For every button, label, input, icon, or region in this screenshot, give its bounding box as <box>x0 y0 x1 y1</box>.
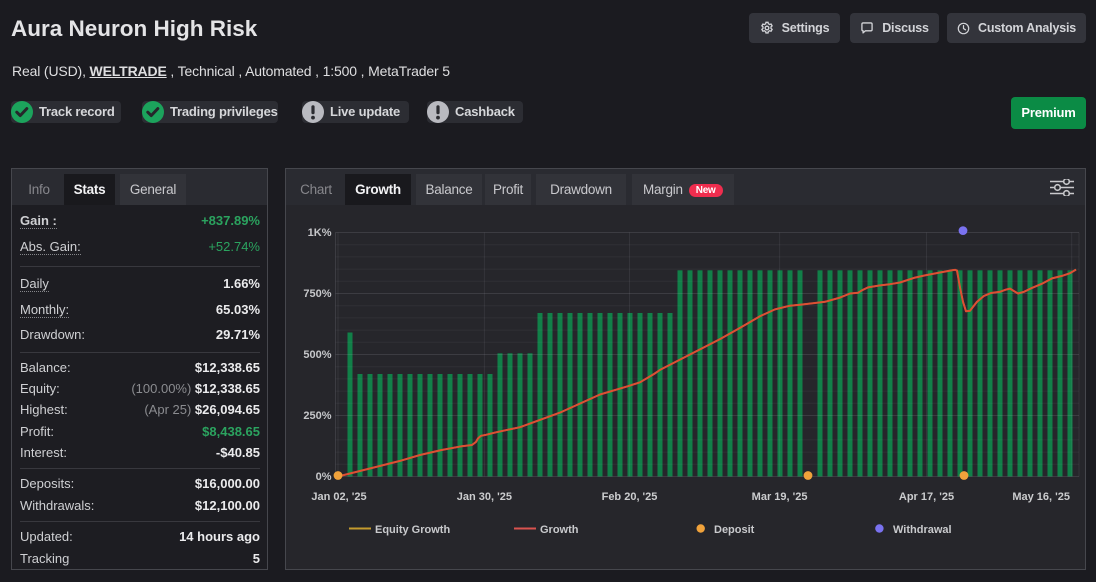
svg-text:750%: 750% <box>303 288 331 300</box>
svg-text:May 16, '25: May 16, '25 <box>1012 491 1070 503</box>
svg-text:0%: 0% <box>316 471 332 483</box>
svg-text:500%: 500% <box>303 349 331 361</box>
svg-text:Equity Growth: Equity Growth <box>375 524 450 536</box>
svg-text:Apr 17, '25: Apr 17, '25 <box>899 491 954 503</box>
svg-text:Deposit: Deposit <box>714 524 755 536</box>
svg-text:Withdrawal: Withdrawal <box>893 524 952 536</box>
svg-text:Jan 30, '25: Jan 30, '25 <box>457 491 512 503</box>
svg-text:Jan 02, '25: Jan 02, '25 <box>311 491 366 503</box>
svg-text:250%: 250% <box>303 410 331 422</box>
svg-text:Mar 19, '25: Mar 19, '25 <box>752 491 808 503</box>
svg-text:1K%: 1K% <box>308 227 332 239</box>
svg-text:Growth: Growth <box>540 524 579 536</box>
svg-text:Feb 20, '25: Feb 20, '25 <box>602 491 658 503</box>
